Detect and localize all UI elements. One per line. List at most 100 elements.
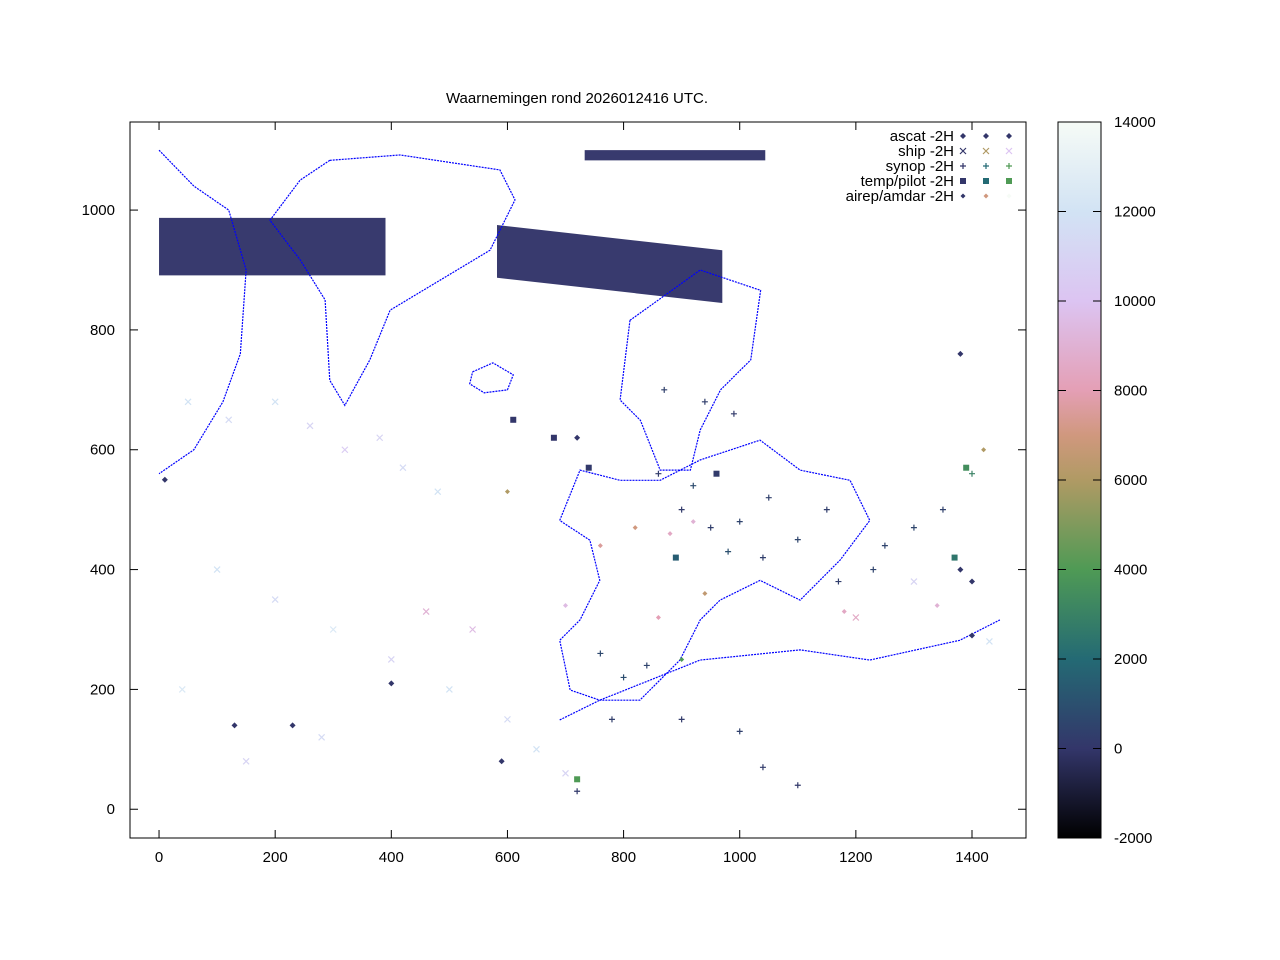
legend-marker	[983, 163, 989, 169]
x-tick-label: 400	[379, 849, 404, 866]
airep-amdar-point	[655, 615, 661, 621]
temp-pilot-point	[672, 554, 679, 561]
legend-marker	[1006, 178, 1012, 184]
observation-points	[161, 350, 993, 795]
synop-point	[608, 716, 615, 723]
y-tick-label: 800	[90, 322, 115, 339]
y-tick-label: 200	[90, 681, 115, 698]
legend-marker	[983, 193, 989, 199]
synop-point	[759, 554, 766, 561]
synop-point	[759, 764, 766, 771]
airep-amdar-point	[632, 525, 638, 531]
ascat-swath	[159, 217, 386, 276]
coastline	[559, 619, 1001, 721]
legend-marker	[959, 147, 967, 155]
coastline	[559, 439, 871, 701]
temp-pilot-point	[550, 434, 557, 441]
ascat-point	[957, 350, 964, 357]
airep-amdar-point	[690, 519, 696, 525]
ship-point	[271, 596, 279, 603]
airep-amdar-point	[934, 603, 940, 609]
ship-point	[434, 488, 442, 496]
ship-point	[387, 656, 395, 663]
legend-marker	[960, 178, 966, 184]
colorbar-tick-label: 4000	[1114, 562, 1147, 579]
ship-point	[985, 638, 993, 645]
synop-point	[881, 542, 888, 549]
synop-point	[620, 674, 627, 681]
x-tick-label: 800	[611, 849, 636, 866]
ship-point	[376, 434, 384, 442]
temp-pilot-point	[510, 416, 517, 423]
ship-point	[329, 626, 337, 633]
y-tick-label: 600	[90, 442, 115, 459]
synop-point	[736, 728, 743, 735]
temp-pilot-point	[713, 470, 720, 477]
ascat-point	[289, 722, 296, 729]
colorbar: -2000 0 2000 4000 6000 8000 10000 12000 14000	[1057, 114, 1156, 847]
ship-point	[852, 614, 860, 621]
legend-label: ascat -2H	[890, 128, 954, 145]
ship-point	[910, 578, 918, 585]
ship-point	[562, 769, 569, 777]
legend-marker	[983, 133, 989, 139]
synop-point	[910, 524, 917, 531]
ascat-swath	[496, 225, 723, 303]
legend-label: temp/pilot -2H	[861, 173, 954, 190]
synop-point	[643, 662, 650, 669]
legend-marker	[1006, 163, 1012, 169]
ship-point	[178, 685, 186, 693]
synop-point	[870, 566, 877, 573]
ascat-point	[968, 578, 975, 585]
x-tick-label: 600	[495, 849, 520, 866]
synop-point	[765, 494, 772, 501]
legend-label: airep/amdar -2H	[846, 188, 954, 205]
synop-point	[655, 470, 662, 477]
synop-point	[701, 398, 708, 405]
synop-point	[823, 506, 830, 513]
x-tick-label: 0	[155, 849, 163, 866]
synop-point	[736, 518, 743, 525]
ship-point	[445, 685, 453, 693]
colorbar-tick-label: 14000	[1114, 114, 1156, 131]
y-tick-label: 400	[90, 562, 115, 579]
coastline	[269, 154, 516, 407]
colorbar-tick-label: 12000	[1114, 204, 1156, 221]
synop-point	[661, 386, 668, 393]
legend-marker	[960, 163, 966, 169]
ascat-point	[968, 632, 975, 639]
temp-pilot-point	[963, 464, 970, 471]
x-tick-label: 1000	[723, 849, 756, 866]
ascat-point	[388, 680, 395, 687]
legend-marker	[960, 133, 966, 139]
colorbar-tick-label: 0	[1114, 741, 1122, 758]
synop-point	[690, 482, 697, 489]
x-tick-label: 1400	[955, 849, 988, 866]
synop-point	[725, 548, 732, 555]
synop-point	[835, 578, 842, 585]
synop-point	[939, 506, 946, 513]
colorbar-tick-label: -2000	[1114, 830, 1152, 847]
airep-amdar-point	[679, 656, 685, 662]
synop-point	[968, 470, 975, 477]
airep-amdar-point	[981, 447, 987, 453]
colorbar-tick-label: 6000	[1114, 472, 1147, 489]
coastline	[619, 269, 762, 471]
x-tick-label: 1200	[839, 849, 872, 866]
temp-pilot-point	[585, 464, 592, 471]
y-tick-label: 0	[107, 801, 115, 818]
legend-label: ship -2H	[898, 143, 954, 160]
ship-point	[213, 566, 221, 573]
synop-point	[678, 506, 685, 513]
colorbar-tick-label: 2000	[1114, 651, 1147, 668]
ship-point	[533, 745, 540, 753]
ascat-swath	[584, 150, 766, 161]
colorbar-tick-label: 8000	[1114, 383, 1147, 400]
y-tick-label: 1000	[82, 202, 115, 219]
airep-amdar-point	[702, 591, 708, 597]
legend-label: synop -2H	[886, 158, 954, 175]
colorbar-tick-label: 10000	[1114, 293, 1156, 310]
chart-title: Waarnemingen rond 2026012416 UTC.	[446, 90, 708, 107]
